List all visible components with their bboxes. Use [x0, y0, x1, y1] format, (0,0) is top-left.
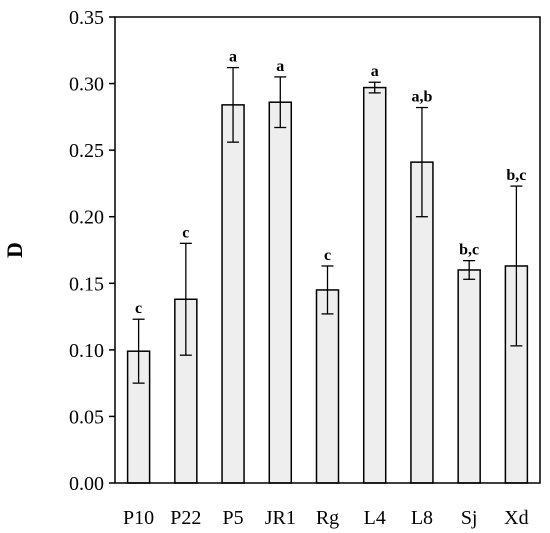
significance-label-xd: b,c: [506, 167, 526, 184]
x-category-label-p22: P22: [170, 507, 201, 529]
x-category-label-rg: Rg: [316, 507, 339, 529]
bar-rg: [315, 289, 340, 484]
error-bar-p10: [132, 318, 145, 384]
y-tick-label: 0.10: [69, 340, 104, 362]
significance-label-p10: c: [135, 300, 142, 317]
error-bar-xd: [510, 185, 523, 347]
y-tick-label: 0.00: [69, 473, 104, 495]
error-bar-l8: [415, 106, 428, 218]
significance-label-p5: a: [229, 49, 237, 66]
bar-sj: [457, 269, 481, 484]
x-category-label-sj: Sj: [461, 507, 478, 529]
y-tick-label: 0.25: [69, 140, 104, 162]
x-axis-labels: P10 P22 P5 JR1 Rg L4 L8 Sj Xd: [123, 507, 529, 529]
significance-labels: c c a a c a a,b b,c b,c: [135, 49, 526, 318]
error-bar-p5: [227, 66, 240, 143]
y-tick-label: 0.35: [69, 7, 104, 29]
error-bar-jr1: [274, 76, 287, 129]
bar-l4: [362, 86, 387, 484]
y-tick-label: 0.30: [69, 74, 104, 96]
x-category-label-p5: P5: [222, 507, 243, 529]
x-category-label-l8: L8: [411, 507, 433, 529]
x-category-label-xd: Xd: [504, 507, 528, 529]
x-category-label-p10: P10: [123, 507, 154, 529]
significance-label-rg: c: [324, 247, 331, 264]
significance-label-l4: a: [371, 63, 379, 80]
significance-label-l8: a,b: [411, 89, 432, 106]
y-axis-ticks: 0.00 0.05 0.10 0.15 0.20 0.25 0.30 0.35: [69, 7, 115, 495]
y-tick-label: 0.20: [69, 207, 104, 229]
significance-label-p22: c: [182, 224, 189, 241]
error-bar-p22: [179, 242, 192, 356]
error-bar-rg: [321, 265, 334, 315]
y-axis-label: D: [2, 242, 27, 258]
y-tick-label: 0.05: [69, 406, 104, 428]
bar-jr1: [268, 101, 293, 484]
significance-label-jr1: a: [276, 58, 284, 75]
y-tick-label: 0.15: [69, 273, 104, 295]
plot-area-frame: [114, 16, 541, 484]
bar-p5: [221, 104, 245, 484]
error-bar-l4: [368, 81, 381, 94]
x-category-label-jr1: JR1: [265, 507, 296, 529]
x-category-label-l4: L4: [364, 507, 386, 529]
error-bar-sj: [463, 260, 476, 280]
error-bars: [132, 66, 523, 384]
significance-label-sj: b,c: [459, 242, 479, 259]
